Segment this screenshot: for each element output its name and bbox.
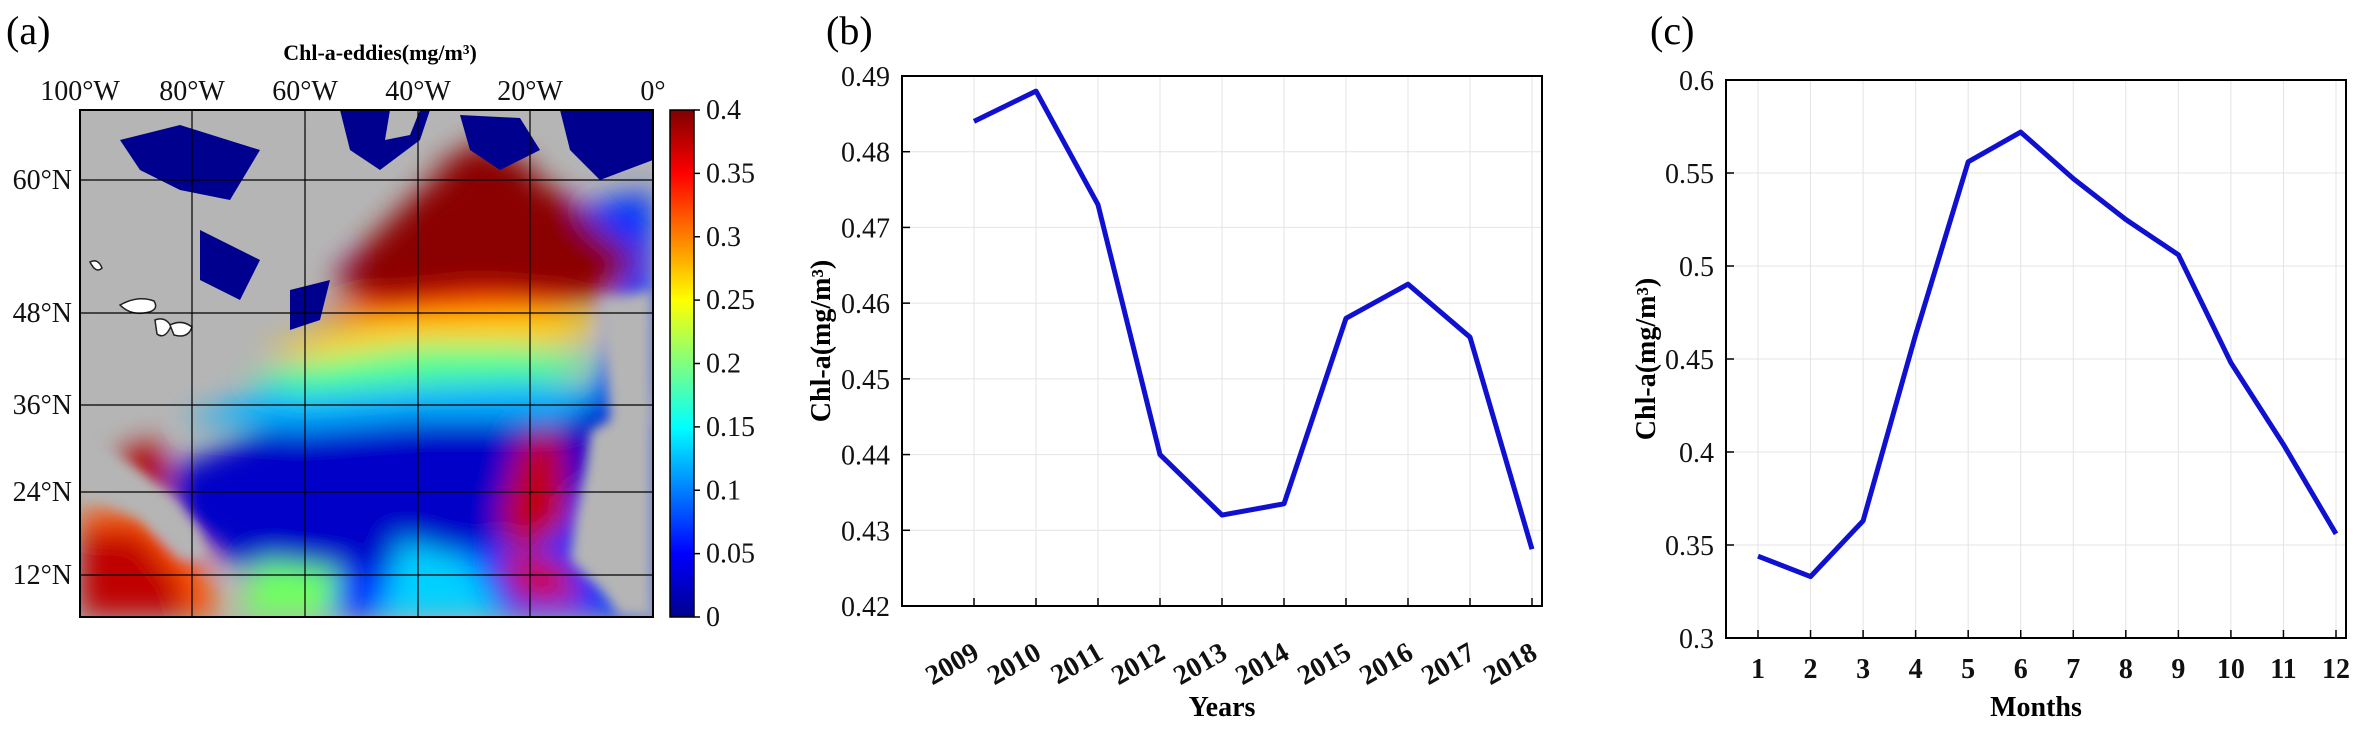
x-tick-label: 2017 xyxy=(1416,637,1480,692)
panel-label-a: (a) xyxy=(6,8,50,53)
y-tick-label: 0.6 xyxy=(1679,66,1714,97)
longitude-label: 40°W xyxy=(385,76,451,107)
x-tick-label: 4 xyxy=(1909,654,1923,685)
x-tick-label: 7 xyxy=(2066,654,2080,685)
latitude-labels: 60°N 48°N 36°N 24°N 12°N xyxy=(13,165,72,591)
colorbar-tick-label: 0.25 xyxy=(706,285,755,316)
y-tick-label: 0.55 xyxy=(1665,159,1714,190)
y-tick-label: 0.45 xyxy=(1665,345,1714,376)
x-tick-label: 2013 xyxy=(1168,637,1232,692)
colorbar-tick-label: 0.3 xyxy=(706,222,741,253)
colorbar-tick-label: 0.4 xyxy=(706,95,741,126)
x-tick-label: 2015 xyxy=(1292,637,1356,692)
x-tick-label: 1 xyxy=(1751,654,1765,685)
x-tick-label: 2 xyxy=(1804,654,1818,685)
colorbar-tick-label: 0.1 xyxy=(706,475,741,506)
y-axis-title: Chl-a(mg/m³) xyxy=(1631,278,1662,440)
y-tick-label: 0.42 xyxy=(841,592,890,623)
x-tick-label: 2012 xyxy=(1106,637,1170,692)
y-tick-label: 0.44 xyxy=(841,441,890,472)
y-axis-title: Chl-a(mg/m³) xyxy=(806,260,837,422)
x-axis-title: Years xyxy=(1189,692,1256,723)
y-tick-label: 0.46 xyxy=(841,289,890,320)
latitude-label: 60°N xyxy=(13,165,72,196)
colorbar-tick-label: 0.35 xyxy=(706,158,755,189)
longitude-label: 60°W xyxy=(272,76,338,107)
x-tick-label: 2014 xyxy=(1230,637,1294,692)
latitude-label: 12°N xyxy=(13,560,72,591)
latitude-label: 36°N xyxy=(13,390,72,421)
longitude-label: 20°W xyxy=(497,76,563,107)
longitude-label: 0° xyxy=(640,76,665,107)
y-tick-label: 0.45 xyxy=(841,365,890,396)
x-tick-label: 2011 xyxy=(1046,637,1109,691)
colorbar-scale xyxy=(670,110,694,617)
x-tick-label: 9 xyxy=(2171,654,2185,685)
series-line xyxy=(1758,132,2336,576)
map-title: Chl-a-eddies(mg/m³) xyxy=(283,40,477,65)
colorbar-tick-label: 0.15 xyxy=(706,412,755,443)
colorbar: 0.4 0.35 0.3 0.25 0.2 0.15 0.1 0.05 0 xyxy=(670,95,755,633)
colorbar-tick-label: 0 xyxy=(706,602,720,633)
x-tick-label: 2009 xyxy=(920,637,984,692)
y-tick-label: 0.4 xyxy=(1679,438,1714,469)
longitude-label: 80°W xyxy=(159,76,225,107)
x-tick-label: 6 xyxy=(2014,654,2028,685)
panel-b-chart: (b) 0.42 0.43 0.44 0.45 0.46 0.47 0.48 0.49 2009… xyxy=(806,8,1542,723)
colorbar-tick-label: 0.2 xyxy=(706,349,741,380)
x-axis-title: Months xyxy=(1990,692,2082,723)
x-tick-label: 12 xyxy=(2322,654,2350,685)
x-tick-label: 3 xyxy=(1856,654,1870,685)
panel-a-map: (a) Chl-a-eddies(mg/m³) 100°W 80°W 60°W 40°… xyxy=(6,8,755,633)
longitude-labels: 100°W 80°W 60°W 40°W 20°W 0° xyxy=(40,76,665,107)
panel-label-c: (c) xyxy=(1650,8,1694,53)
x-tick-label: 2016 xyxy=(1354,637,1418,692)
y-tick-label: 0.49 xyxy=(841,62,890,93)
y-tick-label: 0.3 xyxy=(1679,624,1714,655)
latitude-label: 24°N xyxy=(13,477,72,508)
x-tick-label: 2018 xyxy=(1478,637,1542,692)
longitude-label: 100°W xyxy=(40,76,120,107)
y-tick-label: 0.47 xyxy=(841,213,890,244)
y-tick-label: 0.43 xyxy=(841,516,890,547)
x-tick-label: 8 xyxy=(2119,654,2133,685)
x-tick-label: 10 xyxy=(2217,654,2245,685)
series-line xyxy=(974,91,1532,549)
colorbar-tick-labels: 0.4 0.35 0.3 0.25 0.2 0.15 0.1 0.05 0 xyxy=(694,95,755,633)
y-tick-label: 0.35 xyxy=(1665,531,1714,562)
latitude-label: 48°N xyxy=(13,298,72,329)
y-tick-label: 0.48 xyxy=(841,138,890,169)
x-tick-label: 2010 xyxy=(982,637,1046,692)
x-tick-label: 11 xyxy=(2270,654,2296,685)
x-tick-label: 5 xyxy=(1961,654,1975,685)
y-tick-label: 0.5 xyxy=(1679,252,1714,283)
map-area xyxy=(80,110,653,617)
colorbar-tick-label: 0.05 xyxy=(706,539,755,570)
panel-label-b: (b) xyxy=(826,8,873,53)
